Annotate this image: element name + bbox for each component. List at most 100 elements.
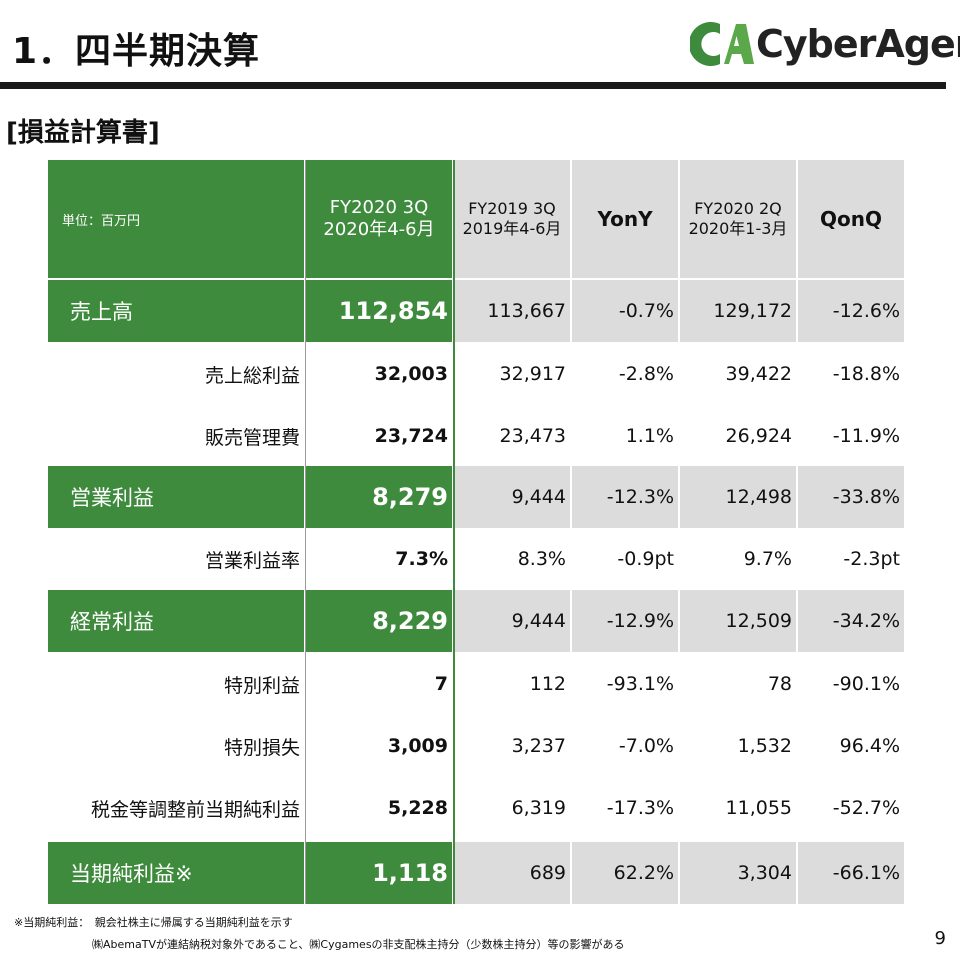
section-title: [損益計算書] <box>6 118 160 148</box>
value-prior-quarter: 39,422 <box>725 363 792 385</box>
value-yony: -93.1% <box>606 673 674 695</box>
column-divider <box>305 160 306 904</box>
row-label: 税金等調整前当期純利益 <box>90 798 300 821</box>
column-header-fy2020-3q: FY2020 3Q 2020年4-6月 <box>306 160 452 278</box>
value-qonq: -11.9% <box>832 425 900 447</box>
value-prior-quarter: 129,172 <box>680 280 796 342</box>
value-prior-year: 3,237 <box>511 735 566 757</box>
row-label: 当期純利益※ <box>48 842 304 904</box>
value-prior-quarter: 26,924 <box>725 425 792 447</box>
table-row-gross-profit: 売上総利益 32,003 32,917 -2.8% 39,422 -18.8% <box>48 342 904 406</box>
table-row-operating-profit: 営業利益 8,279 9,444 -12.3% 12,498 -33.8% <box>48 466 904 528</box>
row-label: 販売管理費 <box>204 426 300 449</box>
column-divider <box>453 160 455 904</box>
value-current: 8,229 <box>306 590 452 652</box>
row-label: 営業利益率 <box>204 549 300 572</box>
value-yony: -0.9pt <box>617 548 674 570</box>
table-row-operating-margin: 営業利益率 7.3% 8.3% -0.9pt 9.7% -2.3pt <box>48 528 904 590</box>
table-row-sales: 売上高 112,854 113,667 -0.7% 129,172 -12.6% <box>48 280 904 342</box>
column-header-line1: QonQ <box>820 206 882 231</box>
value-qonq: -66.1% <box>798 842 904 904</box>
row-label: 売上総利益 <box>204 364 300 387</box>
column-header-line2: 2019年4-6月 <box>462 219 562 238</box>
value-qonq: -33.8% <box>798 466 904 528</box>
column-header-line2: 2020年1-3月 <box>688 219 788 238</box>
value-current: 7 <box>434 673 448 695</box>
table-row-sga: 販売管理費 23,724 23,473 1.1% 26,924 -11.9% <box>48 406 904 466</box>
table-header-row: 単位：百万円 FY2020 3Q 2020年4-6月 FY2019 3Q 201… <box>48 160 904 278</box>
value-yony: -7.0% <box>618 735 674 757</box>
value-current: 5,228 <box>387 797 448 819</box>
value-yony: -2.8% <box>618 363 674 385</box>
column-divider <box>797 160 798 904</box>
value-current: 3,009 <box>387 735 448 757</box>
value-prior-year: 9,444 <box>454 590 570 652</box>
value-prior-quarter: 78 <box>767 673 792 695</box>
value-qonq: -12.6% <box>798 280 904 342</box>
value-prior-quarter: 3,304 <box>680 842 796 904</box>
column-divider <box>679 160 680 904</box>
value-current: 32,003 <box>374 363 448 385</box>
value-prior-year: 32,917 <box>499 363 566 385</box>
page-number: 9 <box>934 928 946 949</box>
logo-wordmark: CyberAgent <box>756 22 960 66</box>
row-label: 営業利益 <box>48 466 304 528</box>
value-yony: -12.3% <box>572 466 678 528</box>
value-yony: -12.9% <box>572 590 678 652</box>
value-yony: -17.3% <box>606 797 674 819</box>
table-row-pretax-income: 税金等調整前当期純利益 5,228 6,319 -17.3% 11,055 -5… <box>48 776 904 840</box>
value-prior-quarter: 1,532 <box>737 735 792 757</box>
row-label: 経常利益 <box>48 590 304 652</box>
table-row-extraordinary-income: 特別利益 7 112 -93.1% 78 -90.1% <box>48 652 904 716</box>
column-header-line1: FY2020 3Q <box>329 196 429 218</box>
page-title: 1．四半期決算 <box>12 31 261 72</box>
column-header-line1: YonY <box>597 206 653 231</box>
cyberagent-logo-icon <box>690 22 754 66</box>
column-header-line2: 2020年4-6月 <box>323 219 435 240</box>
value-prior-year: 112 <box>529 673 566 695</box>
value-prior-year: 6,319 <box>511 797 566 819</box>
table-row-net-income: 当期純利益※ 1,118 689 62.2% 3,304 -66.1% <box>48 842 904 904</box>
value-prior-quarter: 12,509 <box>680 590 796 652</box>
income-statement-table: 単位：百万円 FY2020 3Q 2020年4-6月 FY2019 3Q 201… <box>48 160 904 906</box>
footnote-1: ※当期純利益： 親会社株主に帰属する当期純利益を示す <box>14 916 293 929</box>
value-qonq: 96.4% <box>839 735 900 757</box>
value-current: 1,118 <box>306 842 452 904</box>
footnote-2: ㈱AbemaTVが連結納税対象外であること、㈱Cygamesの非支配株主持分（少… <box>92 938 625 951</box>
value-yony: 1.1% <box>625 425 674 447</box>
value-prior-year: 689 <box>454 842 570 904</box>
column-header-fy2020-2q: FY2020 2Q 2020年1-3月 <box>680 160 796 278</box>
column-header-line1: FY2020 2Q <box>694 199 782 218</box>
value-prior-year: 23,473 <box>499 425 566 447</box>
value-prior-year: 113,667 <box>454 280 570 342</box>
value-qonq: -90.1% <box>832 673 900 695</box>
company-logo: CyberAgent <box>690 14 960 74</box>
value-current: 23,724 <box>374 425 448 447</box>
row-label: 売上高 <box>48 280 304 342</box>
value-qonq: -18.8% <box>832 363 900 385</box>
value-current: 8,279 <box>306 466 452 528</box>
value-qonq: -52.7% <box>832 797 900 819</box>
value-current: 112,854 <box>306 280 452 342</box>
value-prior-year: 9,444 <box>454 466 570 528</box>
title-divider <box>0 82 946 89</box>
value-prior-quarter: 12,498 <box>680 466 796 528</box>
value-prior-quarter: 11,055 <box>725 797 792 819</box>
row-label: 特別損失 <box>223 736 300 759</box>
value-current: 7.3% <box>395 548 448 570</box>
unit-label: 単位：百万円 <box>48 160 304 278</box>
value-prior-year: 8.3% <box>517 548 566 570</box>
column-header-line1: FY2019 3Q <box>468 199 556 218</box>
value-prior-quarter: 9.7% <box>743 548 792 570</box>
column-header-yony: YonY <box>572 160 678 278</box>
table-row-ordinary-profit: 経常利益 8,229 9,444 -12.9% 12,509 -34.2% <box>48 590 904 652</box>
value-yony: 62.2% <box>572 842 678 904</box>
table-row-extraordinary-loss: 特別損失 3,009 3,237 -7.0% 1,532 96.4% <box>48 716 904 776</box>
column-divider <box>571 160 572 904</box>
value-yony: -0.7% <box>572 280 678 342</box>
column-header-qonq: QonQ <box>798 160 904 278</box>
row-label: 特別利益 <box>223 674 300 697</box>
value-qonq: -34.2% <box>798 590 904 652</box>
column-header-fy2019-3q: FY2019 3Q 2019年4-6月 <box>454 160 570 278</box>
value-qonq: -2.3pt <box>843 548 900 570</box>
